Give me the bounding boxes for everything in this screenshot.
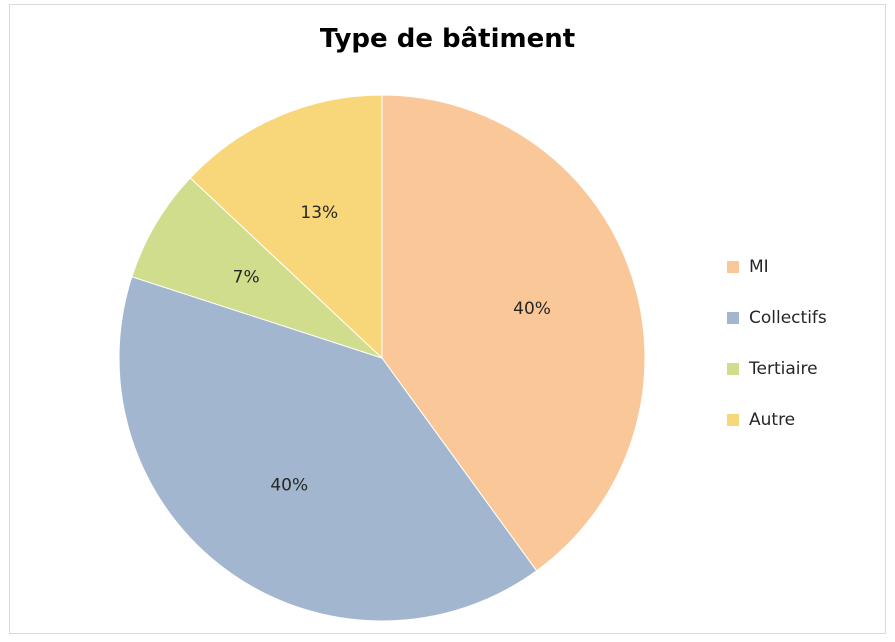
legend-swatch bbox=[727, 312, 739, 324]
legend-item-autre: Autre bbox=[727, 407, 827, 433]
pie-slice-mi bbox=[381, 94, 646, 572]
pie-slice-collectifs bbox=[118, 276, 538, 622]
slice-label-tertiaire: 7% bbox=[233, 268, 260, 288]
slice-label-autre: 13% bbox=[300, 203, 338, 223]
legend-label: MI bbox=[749, 257, 769, 277]
slice-label-mi: 40% bbox=[513, 299, 551, 319]
legend-item-collectifs: Collectifs bbox=[727, 305, 827, 331]
chart-title: Type de bâtiment bbox=[319, 24, 576, 54]
legend-swatch bbox=[727, 363, 739, 375]
legend-label: Tertiaire bbox=[749, 359, 818, 379]
legend-swatch bbox=[727, 261, 739, 273]
pie-slice-autre bbox=[189, 94, 383, 360]
pie-slice-tertiaire bbox=[131, 177, 383, 359]
slice-label-collectifs: 40% bbox=[270, 476, 308, 496]
chart-legend: MI Collectifs Tertiaire Autre bbox=[727, 254, 827, 458]
legend-item-mi: MI bbox=[727, 254, 827, 280]
legend-label: Autre bbox=[749, 410, 796, 430]
legend-swatch bbox=[727, 414, 739, 426]
legend-item-tertiaire: Tertiaire bbox=[727, 356, 827, 382]
legend-label: Collectifs bbox=[749, 308, 827, 328]
